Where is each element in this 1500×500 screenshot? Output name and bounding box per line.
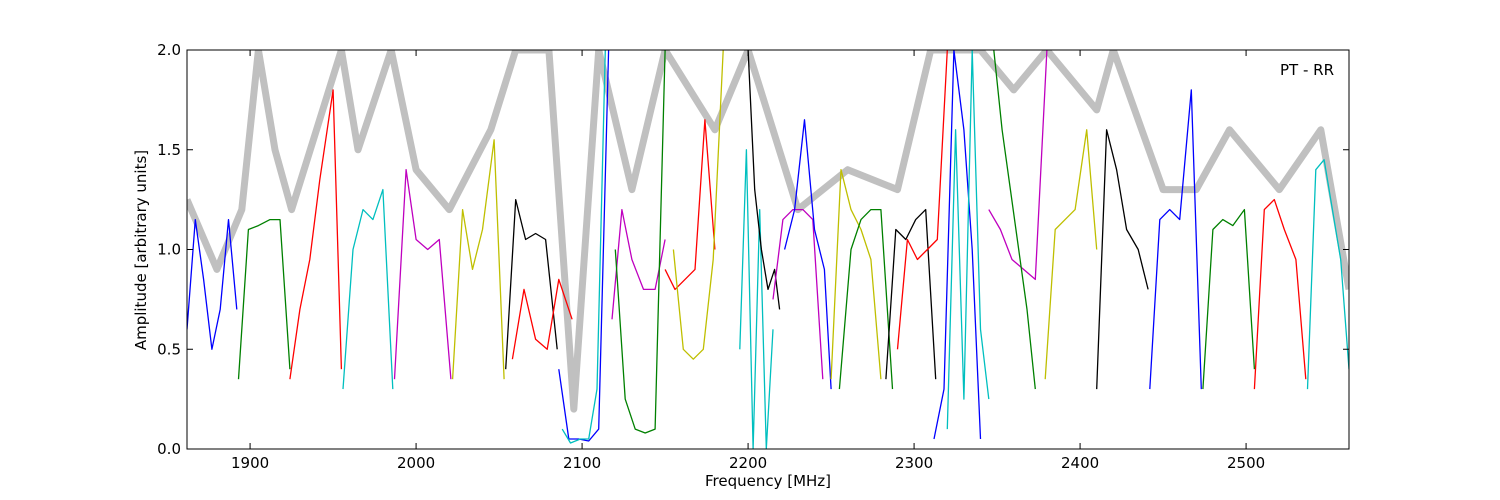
spectrum-line — [611, 208, 666, 320]
spectrum-line — [451, 139, 505, 380]
spectrum-line — [1149, 89, 1202, 390]
spectrum-line — [342, 188, 394, 390]
spectrum-line — [838, 208, 894, 390]
spectrum-line — [933, 50, 982, 440]
spectrum-line — [946, 50, 990, 430]
spectrum-line — [1306, 159, 1349, 390]
spectrum-line — [289, 89, 343, 380]
spectrum-line — [993, 50, 1036, 390]
spectrum-line — [558, 50, 610, 442]
x-tick-label: 2400 — [1061, 454, 1099, 472]
spectrum-line — [614, 50, 666, 434]
x-tick-label: 1900 — [231, 454, 269, 472]
spectrum-line — [505, 198, 558, 370]
y-tick-label: 0.5 — [157, 340, 181, 358]
spectrum-line — [1202, 208, 1256, 390]
envelope-line — [187, 50, 1349, 413]
spectrum-line — [672, 50, 724, 360]
spectrum-line — [739, 149, 774, 449]
y-tick-label: 1.0 — [157, 241, 181, 259]
y-tick-label: 0.0 — [157, 440, 181, 458]
spectrum-line — [237, 218, 291, 380]
spectrum-line — [885, 208, 937, 380]
annotation: PT - RR — [1280, 61, 1334, 79]
spectrum-line — [772, 208, 824, 380]
x-tick-label: 2500 — [1227, 454, 1265, 472]
spectrum-line — [1253, 198, 1307, 390]
spectrum-line — [511, 278, 573, 360]
spectrum-line — [830, 169, 882, 380]
y-tick-label: 2.0 — [157, 41, 181, 59]
x-tick-label: 2100 — [563, 454, 601, 472]
plot-lines — [187, 50, 1349, 449]
spectrum-line — [561, 50, 606, 444]
x-axis-label: Frequency [MHz] — [705, 472, 831, 490]
x-tick-label: 2300 — [895, 454, 933, 472]
y-axis-label: Amplitude [arbitrary units] — [132, 150, 150, 350]
spectrum-line — [393, 169, 452, 380]
spectrum-line — [1096, 129, 1149, 390]
spectrum-line — [1044, 129, 1098, 380]
spectrum-line — [664, 119, 716, 291]
spectrum-line — [896, 50, 948, 350]
x-tick-label: 2000 — [397, 454, 435, 472]
x-tick-label: 2200 — [729, 454, 767, 472]
spectrum-line — [783, 119, 832, 390]
spectrum-line — [187, 218, 238, 350]
y-tick-label: 1.5 — [157, 141, 181, 159]
spectrum-line — [988, 50, 1048, 281]
